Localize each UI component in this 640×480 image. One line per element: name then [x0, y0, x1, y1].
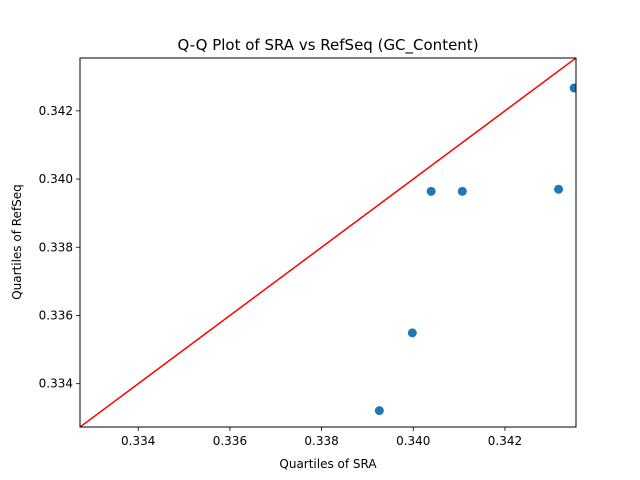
scatter-point — [407, 328, 417, 338]
scatter-point — [554, 184, 564, 194]
scatter-point — [426, 186, 436, 196]
scatter-point — [457, 186, 467, 196]
y-tick-label: 0.334 — [39, 377, 73, 391]
axes-frame — [79, 57, 577, 428]
y-axis: 0.334 0.336 0.338 0.340 0.342 — [39, 104, 80, 391]
x-tick-label: 0.338 — [304, 434, 338, 448]
y-axis-label: Quartiles of RefSeq — [10, 184, 24, 300]
x-tick-label: 0.336 — [213, 434, 247, 448]
y-tick-label: 0.340 — [39, 172, 73, 186]
y-tick-label: 0.342 — [39, 104, 73, 118]
x-tick-label: 0.334 — [121, 434, 155, 448]
x-tick-label: 0.340 — [396, 434, 430, 448]
x-tick-label: 0.342 — [488, 434, 522, 448]
reference-line — [80, 58, 576, 427]
y-tick-label: 0.336 — [39, 308, 73, 322]
scatter-point — [569, 83, 576, 93]
plot-area — [80, 58, 576, 427]
scatter-point — [374, 406, 384, 416]
y-tick-label: 0.338 — [39, 240, 73, 254]
x-axis-label: Quartiles of SRA — [279, 457, 377, 471]
x-axis: 0.334 0.336 0.338 0.340 0.342 — [121, 427, 522, 448]
chart-title: Q-Q Plot of SRA vs RefSeq (GC_Content) — [177, 36, 478, 55]
